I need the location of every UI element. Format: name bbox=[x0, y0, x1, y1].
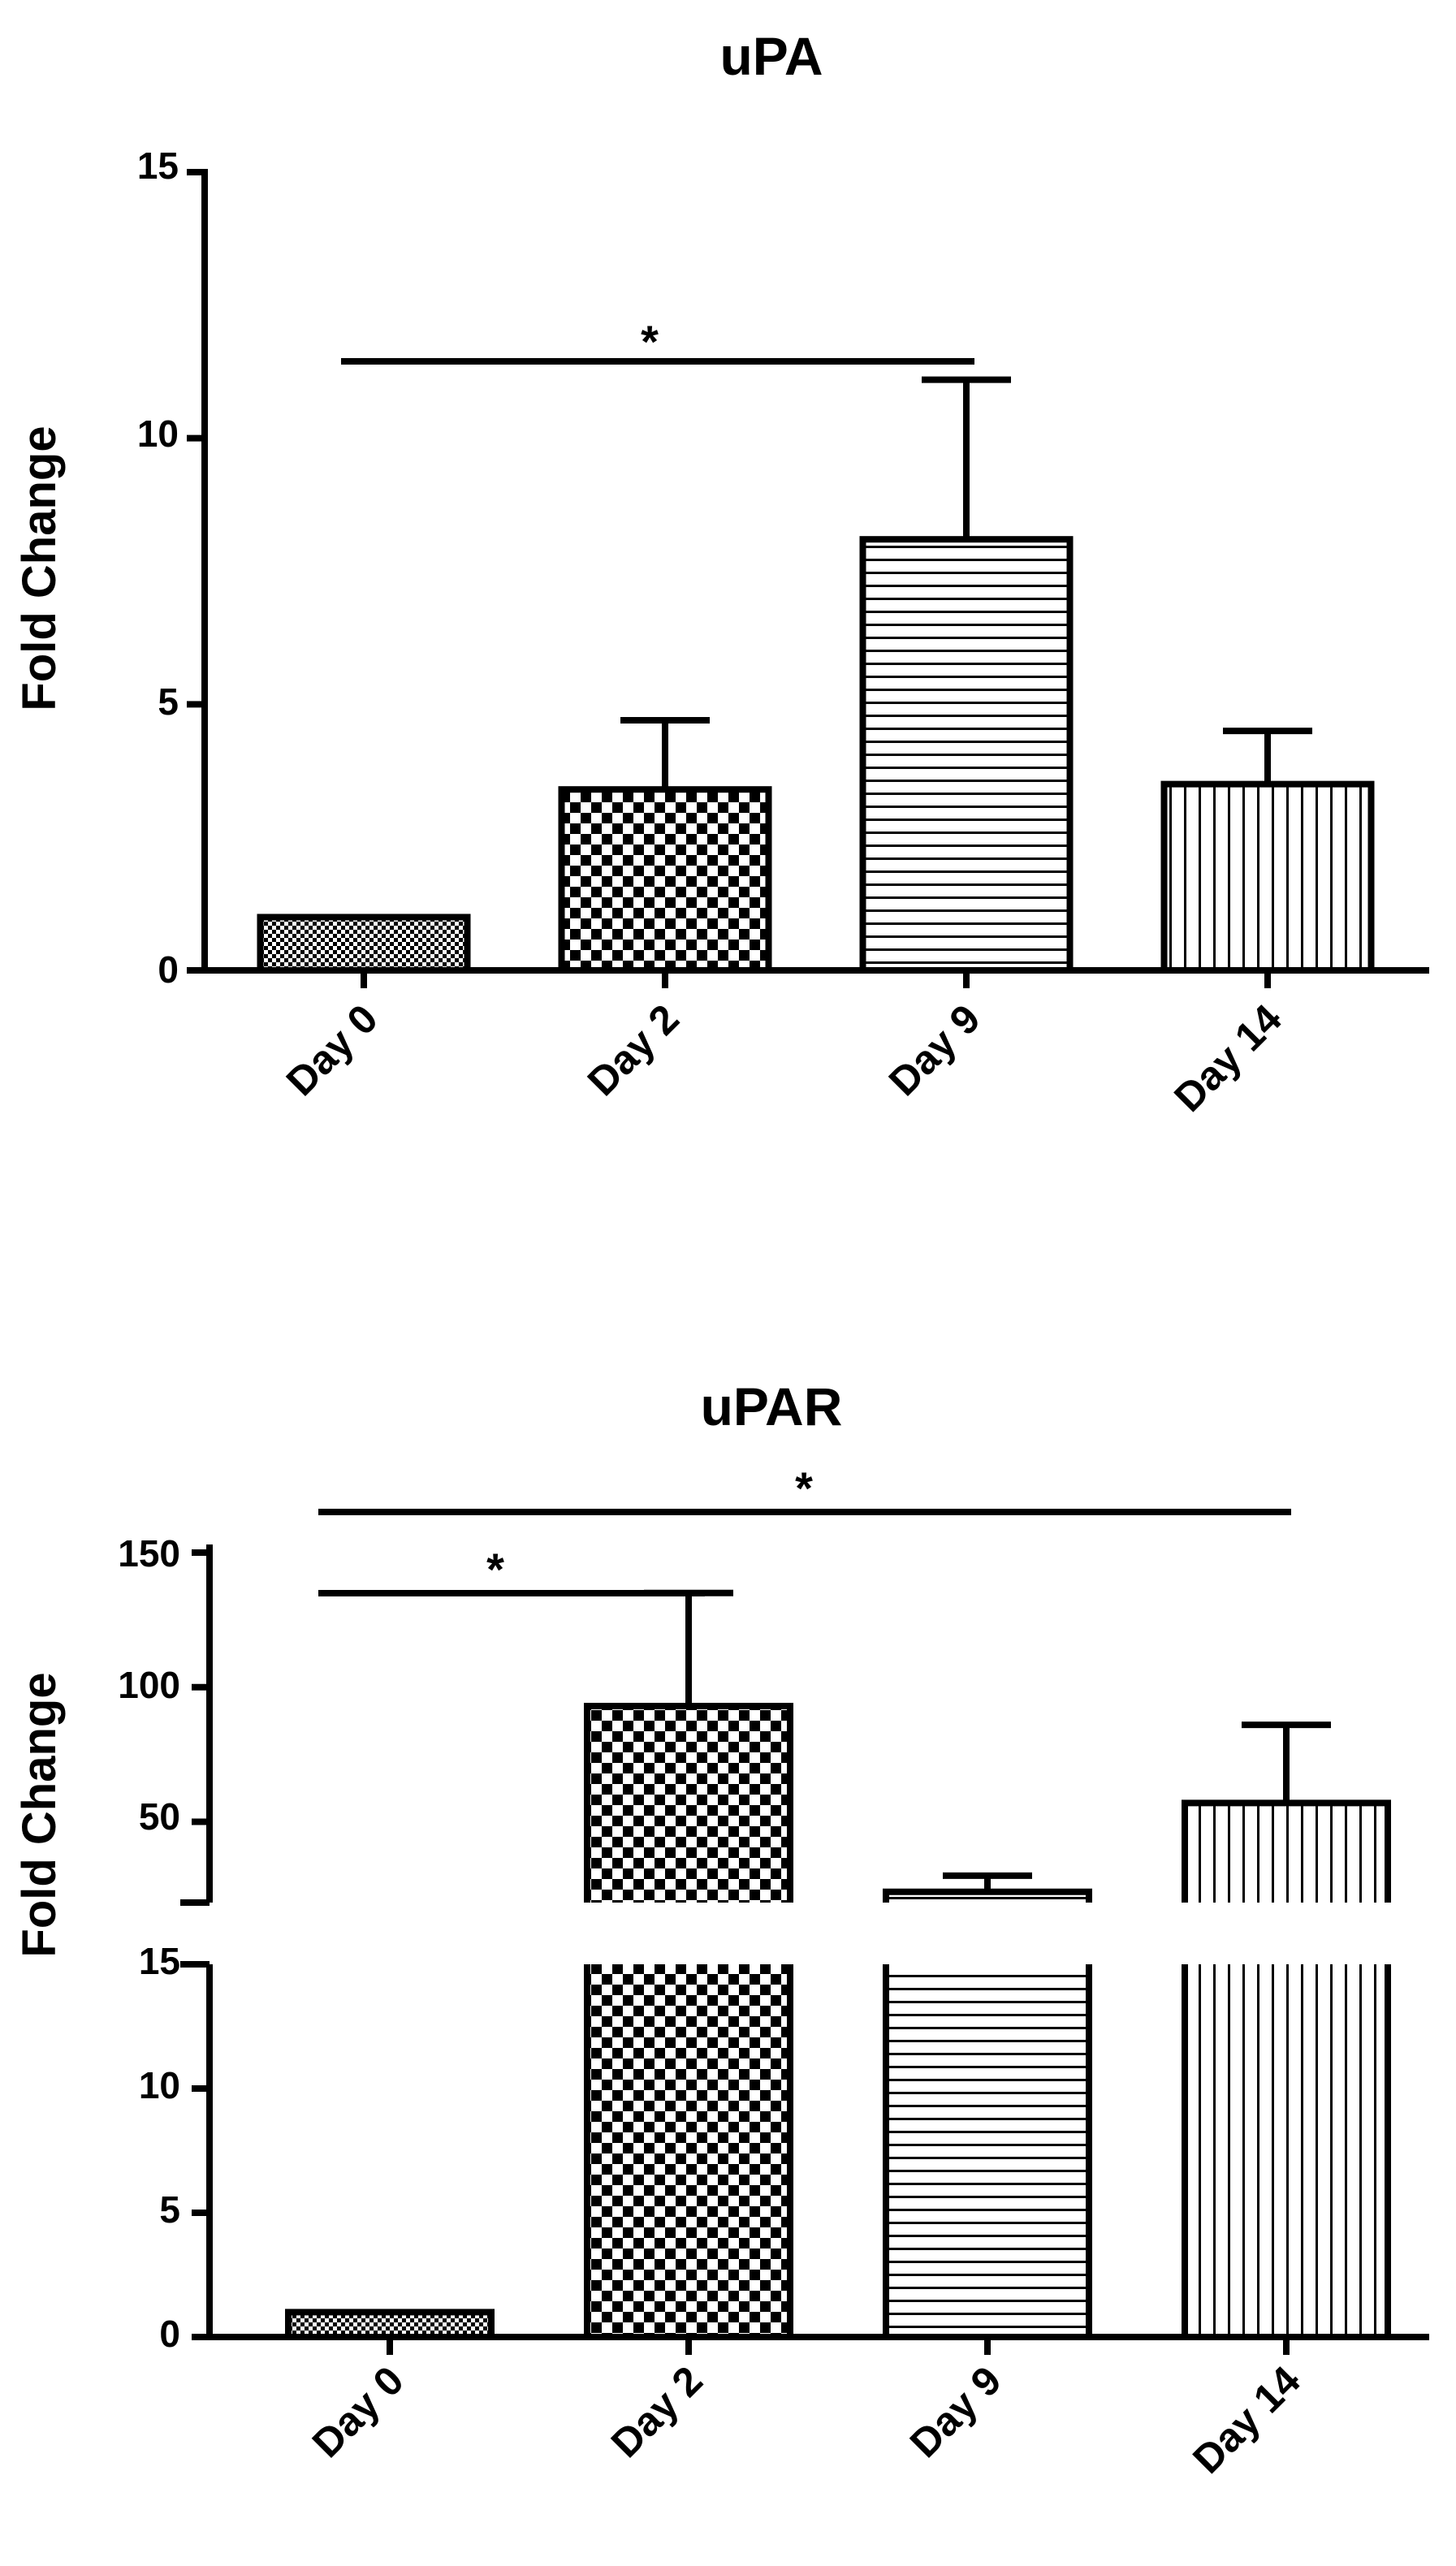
x-tick-label: Day 0 bbox=[278, 996, 387, 1104]
x-tick-labels: Day 0 Day 2 Day 9 Day 14 bbox=[278, 996, 1290, 1121]
y-ticks: 0 5 10 15 bbox=[137, 145, 179, 991]
y-tick-label: 150 bbox=[118, 1532, 180, 1575]
bar bbox=[285, 2309, 495, 2340]
y-tick-label: 10 bbox=[139, 2064, 180, 2106]
y-tick-label: 15 bbox=[137, 145, 179, 187]
significance-star: * bbox=[795, 1462, 813, 1514]
bar bbox=[1185, 1803, 1388, 1903]
y-tick-label: 5 bbox=[159, 2188, 180, 2231]
x-tick-label: Day 2 bbox=[603, 2357, 711, 2466]
bars bbox=[285, 1589, 1391, 2340]
bar bbox=[886, 1964, 1089, 2337]
x-tick-label: Day 14 bbox=[1165, 996, 1290, 1121]
bar-outline bbox=[584, 1964, 793, 2340]
y-tick-label: 10 bbox=[137, 413, 179, 455]
significance-brackets: * * bbox=[318, 1462, 1291, 1596]
bar bbox=[1160, 780, 1375, 974]
x-tick-labels: Day 0 Day 2 Day 9 Day 14 bbox=[304, 2357, 1309, 2482]
y-axis-label: Fold Change bbox=[13, 1672, 66, 1957]
bars bbox=[257, 376, 1375, 974]
bar-outline bbox=[883, 1964, 1092, 2340]
y-tick-label: 0 bbox=[158, 948, 179, 991]
bar bbox=[1185, 1964, 1388, 2337]
upa-chart: uPA Fold Change 0 5 10 15 Day 0 Day 2 Da… bbox=[13, 26, 1429, 1121]
bar-outline bbox=[584, 1702, 793, 1903]
bar-outline bbox=[1182, 1964, 1391, 2340]
y-tick-label: 5 bbox=[158, 680, 179, 723]
significance-star: * bbox=[641, 316, 659, 367]
bar bbox=[587, 1705, 790, 1903]
upar-chart: uPAR Fold Change 0 5 10 15 50 100 150 Da… bbox=[13, 1376, 1429, 2482]
y-tick-label: 50 bbox=[139, 1795, 180, 1838]
x-tick-label: Day 9 bbox=[880, 996, 989, 1104]
y-tick-label: 100 bbox=[118, 1664, 180, 1706]
x-tick-label: Day 14 bbox=[1184, 2357, 1309, 2482]
bar-outline bbox=[883, 1888, 1092, 1903]
y-tick-label: 0 bbox=[159, 2313, 180, 2355]
bar bbox=[587, 1964, 790, 2337]
bar bbox=[558, 786, 772, 974]
x-tick-label: Day 2 bbox=[579, 996, 688, 1104]
x-tick-label: Day 0 bbox=[304, 2357, 413, 2466]
bar-outline bbox=[1182, 1799, 1391, 1903]
y-ticks: 0 5 10 15 50 100 150 bbox=[118, 1532, 180, 2355]
y-axis-label: Fold Change bbox=[13, 426, 66, 711]
y-tick-label: 15 bbox=[139, 1940, 180, 1982]
chart-title: uPAR bbox=[701, 1376, 843, 1436]
bar bbox=[257, 914, 471, 974]
significance-star: * bbox=[486, 1544, 504, 1595]
x-tick-label: Day 9 bbox=[901, 2357, 1010, 2466]
bar bbox=[859, 536, 1074, 974]
significance-brackets: * bbox=[341, 316, 974, 367]
chart-title: uPA bbox=[719, 26, 823, 86]
